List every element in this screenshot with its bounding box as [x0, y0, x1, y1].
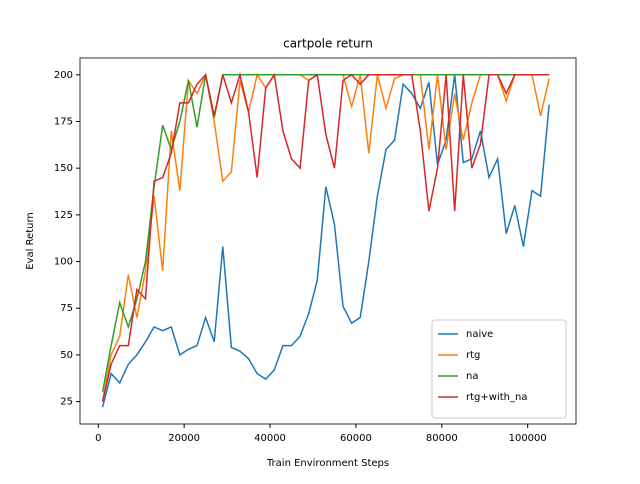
legend-label: rtg	[466, 350, 480, 361]
x-tick-label: 20000	[168, 433, 200, 444]
series-line	[101, 71, 550, 402]
y-axis-label: Eval Return	[25, 212, 36, 270]
x-tick-label: 0	[95, 433, 101, 444]
series-line	[101, 74, 550, 393]
series-line	[101, 74, 550, 408]
chart-title: cartpole return	[283, 37, 373, 51]
y-tick-label: 200	[54, 70, 73, 81]
x-tick-label: 60000	[340, 433, 372, 444]
x-tick-label: 100000	[509, 433, 547, 444]
y-tick-label: 50	[60, 350, 73, 361]
y-tick-label: 150	[54, 163, 73, 174]
y-tick-label: 75	[60, 303, 73, 314]
x-tick-label: 80000	[426, 433, 458, 444]
y-tick-label: 175	[54, 116, 73, 127]
plot-frame	[79, 57, 577, 425]
legend-box	[431, 319, 567, 419]
x-axis-label: Train Environment Steps	[266, 458, 389, 469]
legend-label: naive	[466, 329, 493, 340]
y-tick-label: 125	[54, 210, 73, 221]
y-tick-label: 25	[60, 397, 73, 408]
legend-label: na	[466, 371, 478, 382]
y-tick-label: 100	[54, 257, 73, 268]
legend-label: rtg+with_na	[466, 392, 527, 403]
x-tick-label: 40000	[254, 433, 286, 444]
